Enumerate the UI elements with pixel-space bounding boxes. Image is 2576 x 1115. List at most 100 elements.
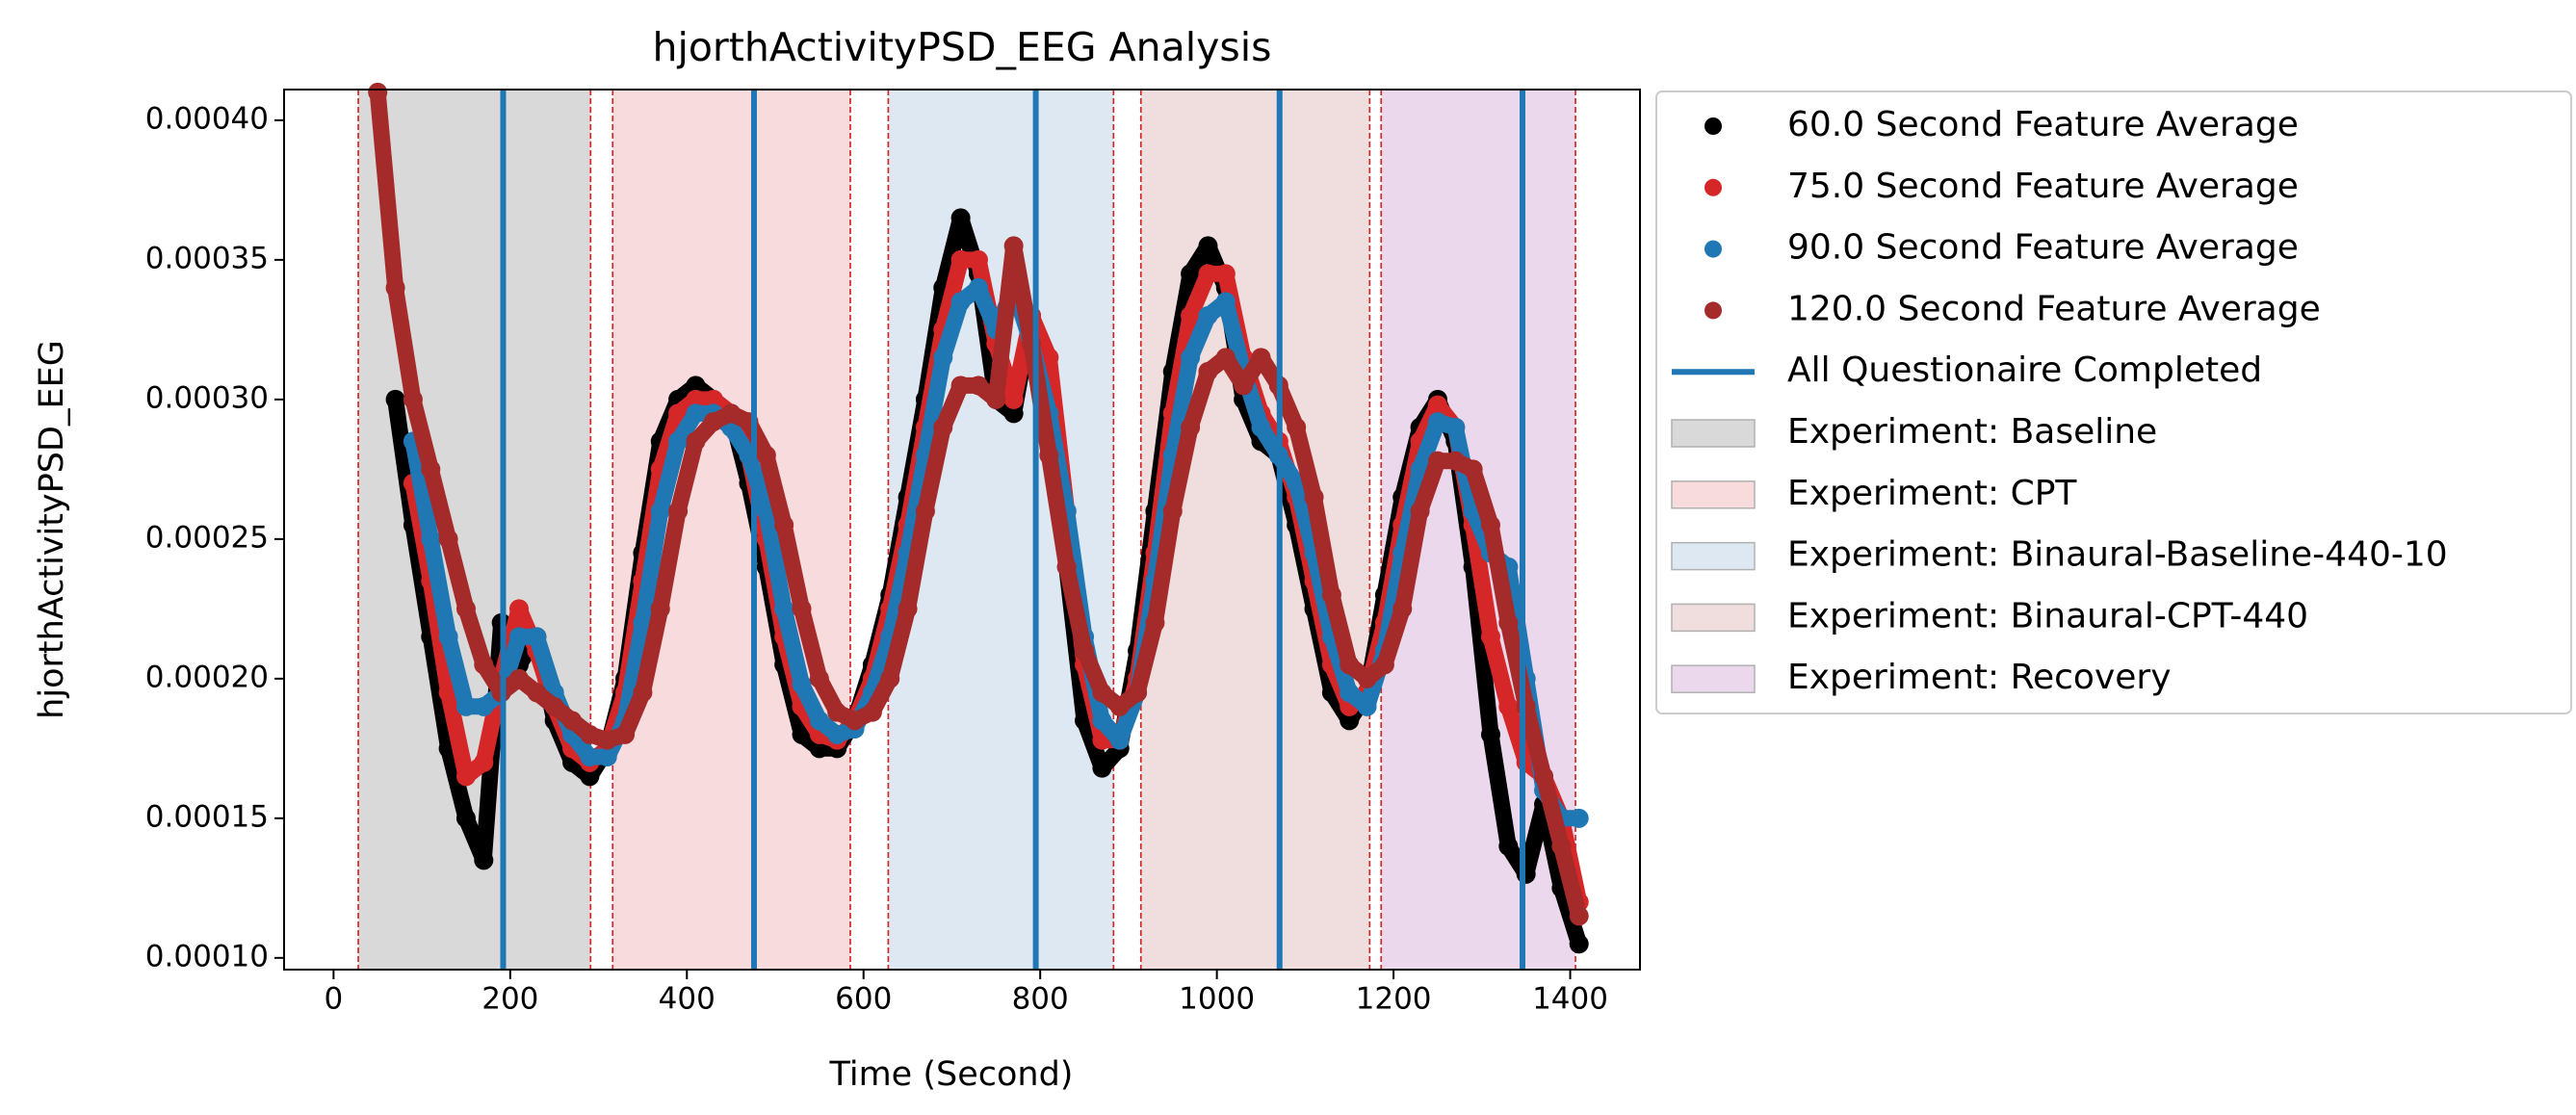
data-point	[703, 389, 723, 409]
data-point	[827, 702, 847, 722]
data-point	[950, 376, 971, 396]
data-point	[1109, 730, 1130, 750]
data-point	[792, 674, 812, 694]
legend-label: Experiment: Baseline	[1787, 412, 2157, 452]
data-point	[1075, 640, 1095, 661]
data-point	[1181, 305, 1201, 325]
data-point	[1039, 445, 1059, 465]
data-point	[1215, 348, 1236, 368]
y-tick-label: 0.00020	[145, 660, 269, 694]
data-point	[1092, 711, 1112, 731]
data-point	[1427, 395, 1447, 415]
data-point	[1056, 557, 1077, 577]
data-point	[668, 431, 689, 452]
data-point	[950, 292, 971, 312]
data-point	[686, 431, 706, 452]
data-point	[597, 730, 617, 750]
data-point	[1092, 683, 1112, 703]
data-point	[385, 389, 405, 409]
legend-swatch	[1671, 603, 1756, 633]
data-point	[403, 389, 423, 409]
data-point	[686, 403, 706, 424]
legend-swatch	[1671, 480, 1756, 509]
data-point	[508, 599, 529, 619]
data-point	[950, 208, 971, 228]
data-point	[615, 724, 636, 744]
data-point	[650, 599, 670, 619]
legend-label: Experiment: Recovery	[1787, 658, 2172, 697]
data-point	[1145, 612, 1165, 633]
x-tick-label: 1200	[1356, 982, 1432, 1017]
x-tick-label: 600	[835, 982, 892, 1017]
data-point	[1569, 934, 1589, 954]
data-point	[827, 724, 847, 744]
chart-title: hjorthActivityPSD_EEG Analysis	[652, 24, 1271, 70]
x-tick-label: 800	[1012, 982, 1069, 1017]
data-point	[527, 683, 547, 703]
data-point	[544, 696, 564, 716]
legend-label: 75.0 Second Feature Average	[1787, 167, 2299, 206]
data-point	[508, 668, 529, 688]
y-tick-label: 0.00025	[145, 520, 269, 555]
data-point	[1498, 696, 1519, 716]
data-point	[385, 277, 405, 298]
data-point	[862, 702, 882, 722]
data-point	[421, 529, 441, 549]
data-point	[950, 249, 971, 270]
data-point	[1003, 236, 1024, 256]
data-point	[508, 627, 529, 647]
data-point	[1480, 627, 1500, 647]
legend-label: 90.0 Second Feature Average	[1787, 228, 2299, 268]
data-point	[774, 599, 794, 619]
data-point	[968, 277, 988, 298]
data-point	[933, 417, 953, 437]
data-point	[455, 808, 476, 828]
data-point	[1215, 292, 1236, 312]
data-point	[633, 612, 653, 633]
data-point	[455, 696, 476, 716]
data-point	[1534, 766, 1554, 787]
data-point	[1109, 696, 1130, 716]
data-point	[986, 389, 1006, 409]
data-point	[1287, 417, 1307, 437]
legend-label: Experiment: CPT	[1787, 474, 2077, 513]
data-point	[1340, 655, 1360, 675]
data-point	[1516, 696, 1536, 716]
data-point	[368, 82, 388, 102]
y-tick-label: 0.00030	[145, 380, 269, 415]
data-point	[455, 599, 476, 619]
data-point	[1480, 515, 1500, 535]
data-point	[1569, 808, 1589, 828]
data-point	[1092, 758, 1112, 778]
x-tick-label: 1000	[1179, 982, 1255, 1017]
data-point	[562, 711, 583, 731]
y-tick-label: 0.00010	[145, 939, 269, 973]
data-point	[1498, 836, 1519, 856]
region-band	[1140, 90, 1370, 970]
data-point	[1357, 668, 1377, 688]
x-tick-label: 0	[324, 982, 343, 1017]
y-tick-label: 0.00035	[145, 241, 269, 275]
data-point	[474, 850, 494, 870]
data-point	[703, 412, 723, 432]
data-point	[1551, 836, 1572, 856]
data-point	[1198, 305, 1218, 325]
legend-marker	[1704, 301, 1722, 320]
data-point	[1445, 451, 1466, 471]
data-point	[721, 403, 742, 424]
data-point	[792, 599, 812, 619]
data-point	[1463, 459, 1483, 480]
data-point	[809, 711, 829, 731]
x-tick-label: 1400	[1532, 982, 1608, 1017]
data-point	[1215, 264, 1236, 284]
data-point	[455, 766, 476, 787]
data-point	[1427, 451, 1447, 471]
data-point	[597, 747, 617, 767]
data-point	[668, 501, 689, 521]
data-point	[1128, 683, 1148, 703]
y-tick-label: 0.00040	[145, 101, 269, 136]
x-tick-label: 200	[481, 982, 538, 1017]
data-point	[915, 501, 935, 521]
data-point	[421, 459, 441, 480]
